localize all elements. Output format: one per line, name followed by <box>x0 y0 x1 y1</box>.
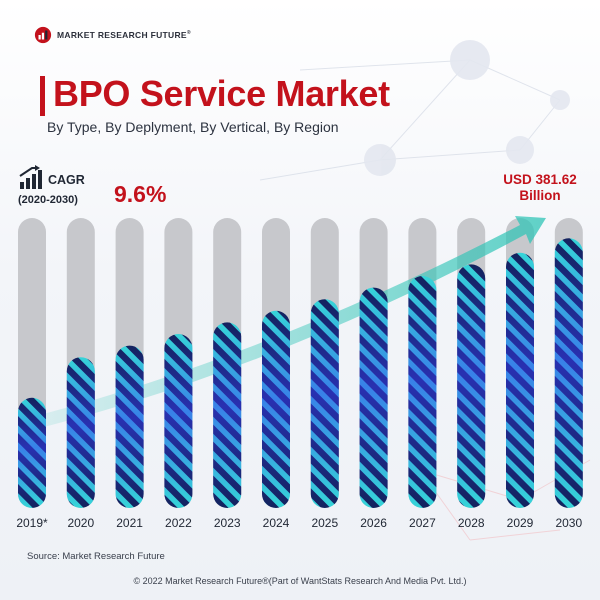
logo-text: MARKET RESEARCH FUTURE® <box>57 30 191 40</box>
page-title: BPO Service Market <box>53 73 390 114</box>
bar-glow <box>554 238 583 509</box>
x-tick-label: 2019* <box>16 516 48 530</box>
x-tick-label: 2030 <box>555 516 582 530</box>
bar-glow <box>506 252 534 508</box>
title-accent-bar <box>40 76 45 116</box>
x-tick-label: 2023 <box>214 516 241 530</box>
x-tick-label: 2024 <box>263 516 290 530</box>
x-tick-label: 2025 <box>311 516 338 530</box>
growth-bars-icon <box>19 165 42 189</box>
x-tick-label: 2026 <box>360 516 387 530</box>
x-tick-label: 2022 <box>165 516 192 530</box>
page-subtitle: By Type, By Deplyment, By Vertical, By R… <box>47 119 339 135</box>
bar-tracks <box>18 218 583 508</box>
cagr-value: 9.6% <box>114 181 167 207</box>
bar-glow <box>408 276 437 508</box>
bar-glow <box>115 345 144 508</box>
x-axis-labels: 2019* 2020 2021 2022 2023 2024 2025 2026 2027 202… <box>16 516 582 530</box>
bar-glow <box>18 397 46 508</box>
market-value-amount: USD 381.62 <box>503 172 577 187</box>
market-value-unit: Billion <box>519 188 561 203</box>
bar-glow <box>213 322 242 508</box>
x-tick-label: 2028 <box>458 516 485 530</box>
copyright-footer: © 2022 Market Research Future®(Part of W… <box>133 576 467 586</box>
bar-glow <box>457 264 486 508</box>
cagr-label: CAGR <box>48 173 85 187</box>
x-tick-label: 2029 <box>507 516 534 530</box>
x-tick-label: 2027 <box>409 516 436 530</box>
bar-glow <box>262 310 290 508</box>
logo-mark-icon <box>34 26 52 44</box>
x-tick-label: 2021 <box>116 516 143 530</box>
bar-glow <box>359 287 388 508</box>
x-tick-label: 2020 <box>67 516 94 530</box>
cagr-years: (2020-2030) <box>18 194 78 206</box>
bar-glow <box>310 299 339 508</box>
bar-fills <box>18 238 583 509</box>
bar-glow <box>66 357 95 508</box>
source-note: Source: Market Research Future <box>27 551 165 562</box>
bar-glow <box>164 334 193 508</box>
market-value-callout: USD 381.62 Billion <box>480 172 600 204</box>
brand-logo: MARKET RESEARCH FUTURE® <box>34 26 191 44</box>
